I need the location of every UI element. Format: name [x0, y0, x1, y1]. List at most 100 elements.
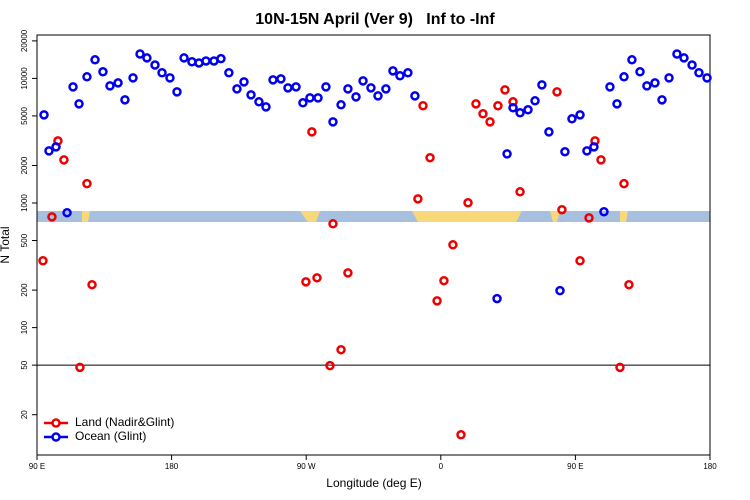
point [135, 49, 145, 59]
point [599, 206, 609, 217]
point [82, 178, 92, 189]
point [51, 142, 61, 152]
point [555, 285, 565, 296]
point [650, 78, 660, 88]
point [530, 96, 540, 106]
point [268, 75, 278, 85]
x-axis-label: Longitude (deg E) [326, 476, 421, 490]
y-tick-label: 2000 [20, 156, 29, 174]
point [544, 127, 554, 137]
point [358, 76, 368, 86]
point [388, 66, 398, 76]
chart-title: 10N-15N April (Ver 9) Inf to -Inf [255, 11, 495, 28]
point [276, 74, 286, 84]
point [201, 56, 211, 66]
point [74, 99, 84, 109]
point [307, 127, 317, 137]
point [68, 82, 78, 92]
point [298, 98, 308, 108]
point [687, 60, 697, 70]
point [410, 91, 420, 101]
point [301, 277, 311, 287]
point [313, 93, 323, 103]
point [567, 114, 577, 124]
point [657, 95, 667, 105]
point [463, 197, 473, 208]
point [366, 83, 376, 93]
point [113, 78, 123, 88]
x-tick-label: 0 [439, 462, 444, 471]
point [232, 84, 242, 94]
point [624, 279, 634, 290]
point [38, 256, 48, 266]
legend-label: Ocean (Glint) [75, 429, 146, 443]
y-tick-label: 20000 [20, 29, 29, 52]
point [291, 82, 301, 92]
point [224, 68, 234, 78]
point [142, 53, 152, 63]
point [557, 204, 567, 215]
point [47, 212, 57, 222]
point [336, 100, 346, 110]
point [596, 155, 606, 165]
point [403, 68, 413, 78]
point [328, 219, 338, 229]
legend-swatch [51, 418, 61, 428]
point [418, 101, 428, 111]
point [619, 72, 629, 82]
point [321, 82, 331, 92]
point [612, 99, 622, 109]
point [179, 53, 189, 63]
point [254, 97, 264, 107]
point [582, 146, 592, 156]
point [448, 240, 458, 250]
point [500, 85, 510, 95]
point [478, 109, 488, 119]
point [537, 80, 547, 90]
point [502, 149, 512, 159]
point [515, 187, 525, 197]
point [239, 77, 249, 87]
point [615, 362, 625, 373]
legend-label: Land (Nadir&Glint) [75, 415, 174, 429]
y-axis-label: N Total [0, 226, 12, 263]
point [485, 117, 495, 127]
point [619, 178, 629, 189]
point [312, 273, 322, 283]
point [664, 73, 674, 83]
point [150, 60, 160, 70]
plot-frame [36, 34, 711, 456]
point [90, 55, 100, 65]
point [283, 83, 293, 93]
y-tick-label: 5000 [20, 106, 29, 124]
point [552, 87, 562, 97]
point [351, 92, 361, 102]
x-tick-label: 180 [703, 462, 717, 471]
point [584, 213, 594, 223]
y-tick-label: 1000 [20, 194, 29, 212]
x-tick-label: 90 E [567, 462, 583, 471]
map-strip [37, 211, 710, 222]
point [87, 279, 97, 290]
x-tick-label: 180 [165, 462, 179, 471]
point [679, 53, 689, 63]
point [432, 296, 442, 306]
point [456, 430, 466, 440]
point [627, 55, 637, 65]
point [216, 53, 226, 64]
point [98, 67, 108, 77]
point [575, 256, 585, 266]
point [336, 344, 346, 355]
point [439, 275, 449, 286]
point [128, 73, 138, 83]
point [395, 71, 405, 81]
x-tick-label: 90 W [297, 462, 316, 471]
legend-swatch [51, 432, 61, 442]
point [523, 105, 533, 115]
point [702, 73, 712, 83]
point [328, 117, 338, 127]
point [165, 73, 175, 83]
y-tick-label: 50 [20, 360, 29, 369]
y-tick-label: 200 [20, 283, 29, 297]
